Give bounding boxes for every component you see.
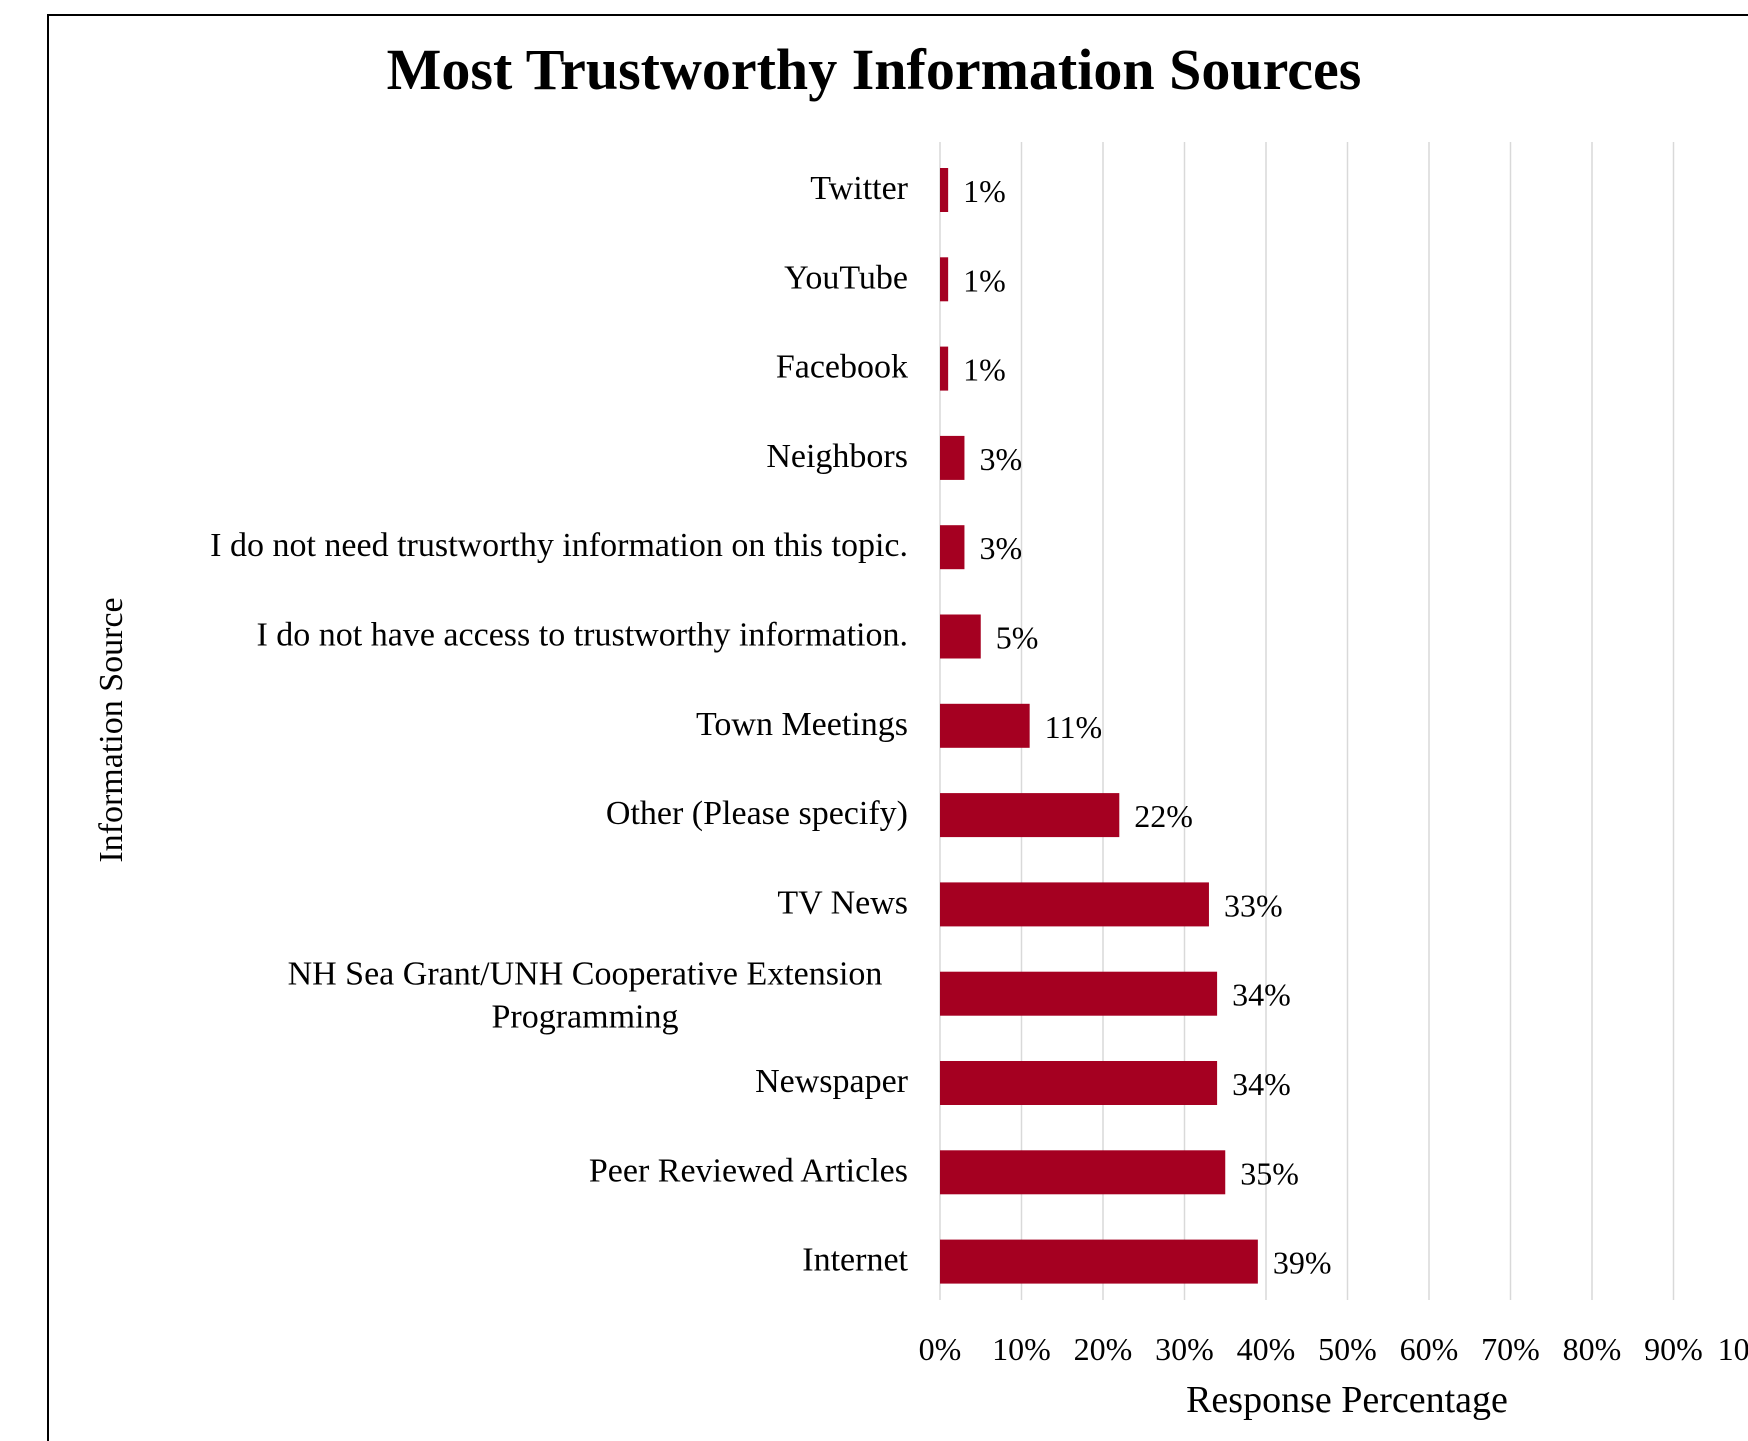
data-label: 1% [963,173,1006,209]
category-label: YouTube [784,259,908,296]
x-tick-label: 60% [1400,1331,1459,1367]
data-label: 3% [979,441,1022,477]
x-tick-label: 10% [992,1331,1051,1367]
data-label: 33% [1224,887,1283,923]
bar [940,435,965,480]
bar [940,168,949,212]
category-label: TV News [777,884,908,921]
data-label: 11% [1045,709,1102,745]
x-tick-label: 70% [1481,1331,1540,1367]
data-label: 22% [1134,798,1193,834]
x-tick-label: 50% [1318,1331,1377,1367]
data-label: 1% [963,352,1006,388]
bar [940,1150,1226,1195]
bar [940,1061,1218,1105]
category-label: NH Sea Grant/UNH Cooperative Extension Pr… [288,956,883,1036]
bar [940,703,1030,748]
category-label: Peer Reviewed Articles [589,1152,908,1189]
category-label: Town Meetings [696,706,908,743]
category-label: Other (Please specify) [606,795,908,832]
x-tick-label: 30% [1155,1331,1214,1367]
category-label: Internet [802,1242,908,1279]
data-label: 34% [1232,977,1291,1013]
category-label: I do not have access to trustworthy info… [256,617,908,654]
bar [940,1239,1258,1284]
x-tick-label: 0% [919,1331,962,1367]
data-labels: 1% 1% 1% 3% 3% 5% 11% 22% 33% 34% 34% 35% 39% [963,173,1331,1281]
bar [940,882,1209,927]
data-label: 3% [979,530,1022,566]
bar [940,793,1120,838]
chart-frame [47,14,1748,1441]
x-tick-label: 20% [1074,1331,1133,1367]
data-label: 5% [996,620,1039,656]
category-labels: Twitter YouTube Facebook Neighbors I do not … [210,170,909,1279]
chart-title: Most Trustworthy Information Sources [386,37,1362,102]
x-tick-label: 80% [1563,1331,1622,1367]
bar [940,346,949,391]
bar [940,971,1218,1016]
bar [940,614,981,659]
data-label: 34% [1232,1066,1291,1102]
y-axis-title: Information Source [93,597,130,863]
x-tick-label: 90% [1644,1331,1703,1367]
x-axis-title: Response Percentage [1186,1379,1508,1421]
data-label: 1% [963,262,1006,298]
category-label: I do not need trustworthy information on… [210,527,908,564]
category-label: Neighbors [766,438,908,475]
bar [940,525,965,570]
x-tick-label: 40% [1237,1331,1296,1367]
category-label: Newspaper [755,1063,909,1100]
x-tick-labels: 0% 10% 20% 30% 40% 50% 60% 70% 80% 90% 100% [919,1331,1748,1367]
data-label: 39% [1273,1245,1332,1281]
category-label: Twitter [810,170,908,207]
x-tick-label: 100% [1718,1331,1748,1367]
bars [940,168,1258,1284]
category-label: Facebook [776,349,908,386]
data-label: 35% [1240,1155,1299,1191]
bar [940,257,949,302]
